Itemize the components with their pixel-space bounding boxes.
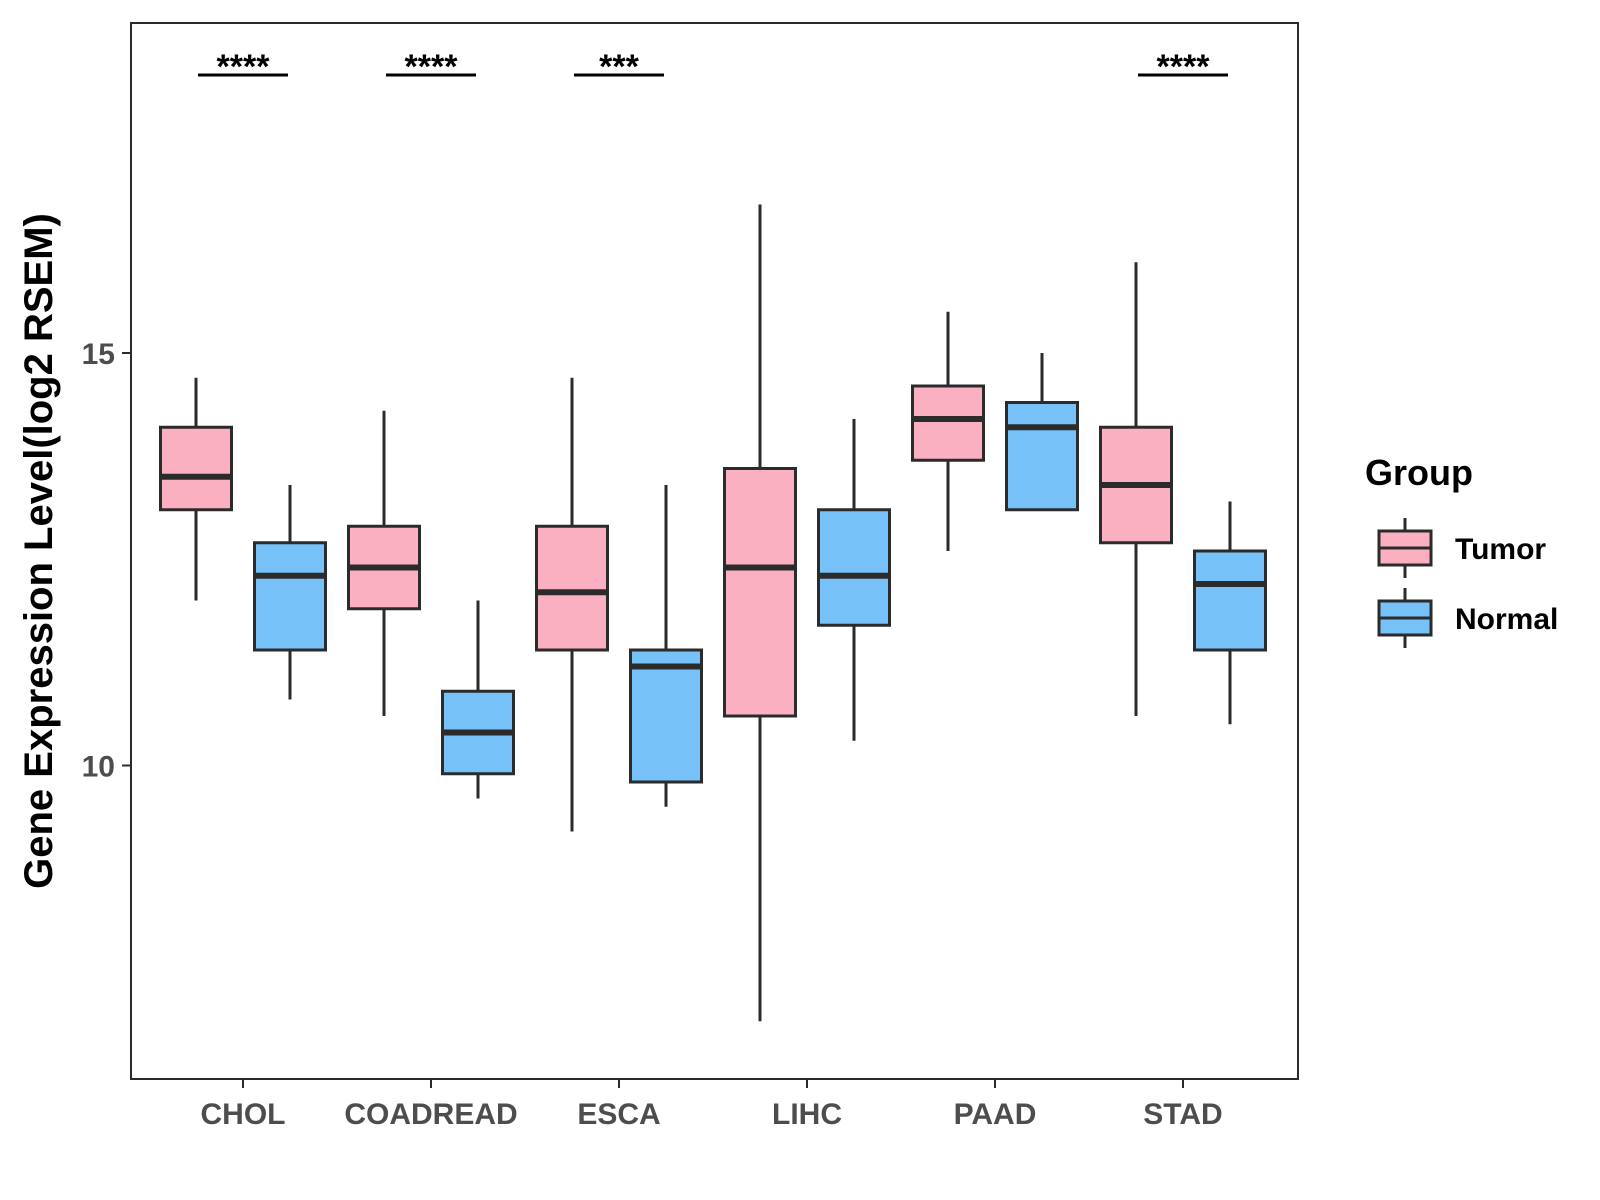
box-normal-coadread <box>441 600 515 799</box>
legend: Group Tumor Normal <box>1365 452 1558 648</box>
box-body-tumor-chol <box>159 425 233 512</box>
chart-axes: 10 15 CHOL COADREAD ESCA LIHC PAAD STAD <box>82 338 1223 1131</box>
significance-label-esca: *** <box>599 48 639 86</box>
box-tumor-stad <box>1099 262 1173 716</box>
legend-item-tumor: Tumor <box>1377 518 1546 578</box>
box-body-normal-esca <box>629 648 703 784</box>
legend-label-normal: Normal <box>1455 603 1558 636</box>
box-tumor-esca <box>535 377 609 832</box>
box-normal-chol <box>253 485 327 700</box>
significance-label-chol: **** <box>217 48 271 86</box>
box-body-normal-paad <box>1005 401 1079 512</box>
box-body-normal-stad <box>1193 549 1267 652</box>
y-axis-label: Gene Expression Level(log2 RSEM) <box>17 213 61 889</box>
significance-label-stad: **** <box>1157 48 1211 86</box>
y-tick-label-15: 15 <box>82 338 115 371</box>
x-tick-label-coadread: COADREAD <box>344 1098 517 1131</box>
box-tumor-chol <box>159 377 233 601</box>
box-body-tumor-esca <box>535 524 609 652</box>
x-tick-label-paad: PAAD <box>954 1098 1037 1131</box>
chart-marks: **** **** *** **** <box>159 48 1267 1022</box>
box-tumor-lihc <box>723 204 797 1022</box>
x-tick-label-lihc: LIHC <box>772 1098 842 1131</box>
x-tick-label-esca: ESCA <box>577 1098 660 1131</box>
legend-title: Group <box>1365 452 1473 493</box>
box-tumor-paad <box>911 311 985 551</box>
box-normal-lihc <box>817 419 891 741</box>
box-body-tumor-lihc <box>723 467 797 718</box>
x-tick-label-chol: CHOL <box>201 1098 286 1131</box>
box-body-normal-chol <box>253 541 327 652</box>
box-body-tumor-paad <box>911 384 985 462</box>
significance-label-coadread: **** <box>405 48 459 86</box>
legend-label-tumor: Tumor <box>1455 533 1546 566</box>
box-normal-paad <box>1005 353 1079 512</box>
box-normal-stad <box>1193 501 1267 725</box>
x-tick-label-stad: STAD <box>1143 1098 1222 1131</box>
box-body-normal-lihc <box>817 508 891 627</box>
box-tumor-coadread <box>347 410 421 716</box>
legend-item-normal: Normal <box>1377 588 1558 648</box>
box-normal-esca <box>629 485 703 807</box>
y-tick-label-10: 10 <box>82 751 115 784</box>
